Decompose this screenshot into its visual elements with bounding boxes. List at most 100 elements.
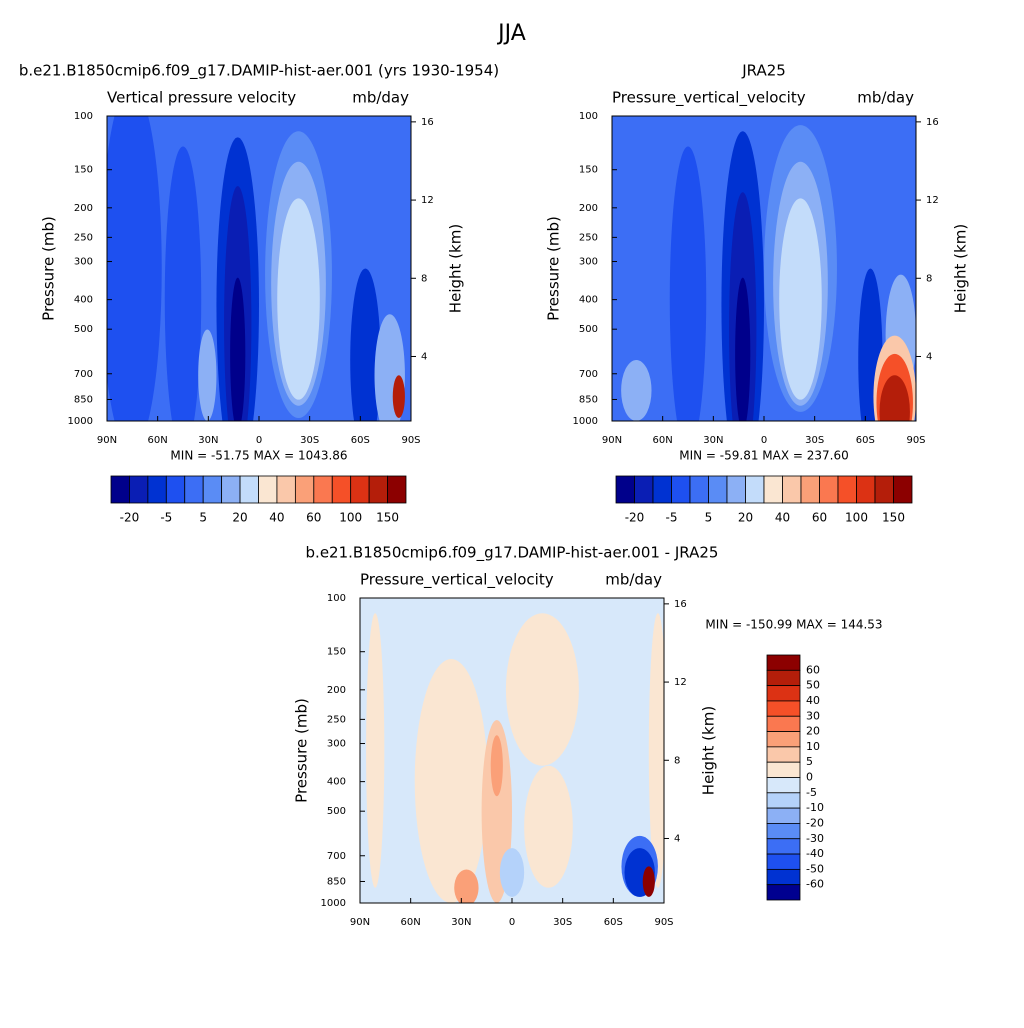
y2-tick-label: 8 xyxy=(421,273,427,284)
y-tick-label: 500 xyxy=(579,324,598,335)
colorbar-box xyxy=(276,475,296,504)
contour-region xyxy=(499,848,525,897)
colorbar-label: 0 xyxy=(806,771,813,784)
y2-tick-label: 8 xyxy=(674,755,680,766)
colorbar-box xyxy=(258,475,278,504)
contour-region xyxy=(648,613,664,888)
contour-region xyxy=(374,314,405,421)
y2-axis-label: Height (km) xyxy=(700,706,718,795)
colorbar-box xyxy=(766,838,801,855)
x-tick-label: 30S xyxy=(805,435,824,446)
y2-tick-label: 16 xyxy=(674,599,687,610)
colorbar-label: -5 xyxy=(160,511,172,525)
colorbar-box xyxy=(221,475,241,504)
x-tick-label: 60N xyxy=(401,917,421,928)
x-tick-label: 60N xyxy=(148,435,168,446)
x-tick-label: 0 xyxy=(256,435,262,446)
y2-axis-label: Height (km) xyxy=(447,224,465,313)
x-tick-label: 90N xyxy=(350,917,370,928)
x-tick-label: 0 xyxy=(509,917,515,928)
contour-region xyxy=(198,329,217,421)
colorbar-box xyxy=(766,746,801,763)
x-tick-label: 90S xyxy=(654,917,673,928)
y2-tick-label: 16 xyxy=(926,117,939,128)
colorbar-label: 60 xyxy=(812,511,827,525)
y-tick-label: 150 xyxy=(74,165,93,176)
y-tick-label: 300 xyxy=(327,739,346,750)
x-tick-label: 30S xyxy=(553,917,572,928)
right-label: mb/day xyxy=(857,89,914,107)
x-tick-label: 90S xyxy=(906,435,925,446)
colorbar-box xyxy=(766,853,801,870)
colorbar-label: 150 xyxy=(376,511,399,525)
y-tick-label: 850 xyxy=(579,394,598,405)
figure-title: JJA xyxy=(496,21,526,46)
y-tick-label: 200 xyxy=(74,203,93,214)
colorbar-label: 40 xyxy=(269,511,284,525)
colorbar-label: -30 xyxy=(806,832,824,845)
colorbar-box xyxy=(671,475,691,504)
y-tick-label: 500 xyxy=(327,806,346,817)
x-tick-label: 30N xyxy=(703,435,723,446)
colorbar-box xyxy=(766,654,801,671)
right-label: mb/day xyxy=(352,89,409,107)
colorbar-box xyxy=(766,884,801,901)
colorbar-box xyxy=(800,475,820,504)
colorbar-box xyxy=(766,700,801,717)
y-tick-label: 100 xyxy=(579,111,598,122)
colorbar-box xyxy=(819,475,839,504)
colorbar-box xyxy=(387,475,407,504)
colorbar-label: 20 xyxy=(806,725,820,738)
y-tick-label: 200 xyxy=(327,685,346,696)
y-tick-label: 400 xyxy=(74,295,93,306)
colorbar-label: -20 xyxy=(806,816,824,829)
y2-axis-label: Height (km) xyxy=(952,224,970,313)
y-tick-label: 100 xyxy=(327,593,346,604)
colorbar-label: 100 xyxy=(845,511,868,525)
colorbar-box xyxy=(893,475,913,504)
y-tick-label: 150 xyxy=(327,647,346,658)
min-max-annotation: MIN = -150.99 MAX = 144.53 xyxy=(705,618,882,632)
y-tick-label: 850 xyxy=(327,876,346,887)
colorbar-box xyxy=(350,475,370,504)
min-max-annotation: MIN = -59.81 MAX = 237.60 xyxy=(679,449,849,463)
contour-field xyxy=(107,116,411,421)
colorbar-box xyxy=(766,823,801,840)
y-axis-label: Pressure (mb) xyxy=(40,216,58,321)
contour-region xyxy=(366,613,385,888)
panel-title: b.e21.B1850cmip6.f09_g17.DAMIP-hist-aer.… xyxy=(19,62,499,81)
colorbar-box xyxy=(239,475,259,504)
y-tick-label: 300 xyxy=(74,257,93,268)
colorbar-label: 40 xyxy=(806,694,820,707)
colorbar-label: -20 xyxy=(625,511,645,525)
colorbar-label: 5 xyxy=(806,755,813,768)
y-tick-label: 700 xyxy=(327,851,346,862)
colorbar-label: 150 xyxy=(882,511,905,525)
x-tick-label: 60S xyxy=(604,917,623,928)
colorbar-box xyxy=(837,475,857,504)
colorbar-label: 50 xyxy=(806,679,820,692)
contour-region xyxy=(621,360,652,421)
x-tick-label: 30S xyxy=(300,435,319,446)
colorbar-box xyxy=(766,777,801,794)
colorbar-label: 20 xyxy=(738,511,753,525)
contour-field xyxy=(612,116,916,421)
y-tick-label: 100 xyxy=(74,111,93,122)
contour-field xyxy=(360,598,664,903)
x-tick-label: 90N xyxy=(97,435,117,446)
colorbar-box xyxy=(763,475,783,504)
colorbar-box xyxy=(110,475,130,504)
y-tick-label: 700 xyxy=(74,369,93,380)
y-axis-label: Pressure (mb) xyxy=(545,216,563,321)
colorbar-box xyxy=(766,715,801,732)
y-tick-label: 500 xyxy=(74,324,93,335)
colorbar-box xyxy=(766,761,801,778)
panel-title: JRA25 xyxy=(741,62,786,80)
colorbar-label: 60 xyxy=(306,511,321,525)
y-axis-label: Pressure (mb) xyxy=(293,698,311,803)
colorbar-label: -20 xyxy=(120,511,140,525)
y2-tick-label: 8 xyxy=(926,273,932,284)
colorbar-box xyxy=(689,475,709,504)
contour-region xyxy=(454,869,479,903)
